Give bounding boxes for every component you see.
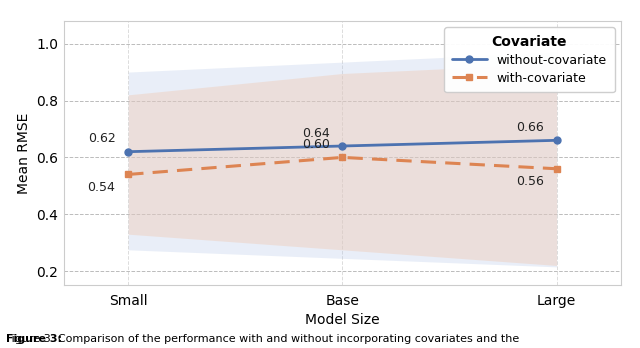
Y-axis label: Mean RMSE: Mean RMSE [17, 112, 31, 194]
Line: with-covariate: with-covariate [125, 154, 560, 178]
Text: 0.66: 0.66 [516, 121, 544, 134]
Text: 0.56: 0.56 [516, 175, 544, 188]
Text: 0.60: 0.60 [301, 138, 330, 151]
Line: without-covariate: without-covariate [125, 137, 560, 155]
Text: 0.54: 0.54 [88, 181, 115, 194]
Text: 0.62: 0.62 [88, 133, 115, 145]
X-axis label: Model Size: Model Size [305, 313, 380, 327]
without-covariate [553, 138, 561, 142]
Text: Figure 3:: Figure 3: [6, 334, 63, 344]
Legend: without-covariate, with-covariate: without-covariate, with-covariate [444, 27, 614, 92]
without-covariate [339, 144, 346, 148]
Text: 0.64: 0.64 [302, 127, 330, 140]
with-covariate [553, 167, 561, 171]
Text: Figure 3: Comparison of the performance with and without incorporating covariate: Figure 3: Comparison of the performance … [6, 334, 520, 344]
with-covariate [124, 172, 132, 176]
with-covariate [339, 155, 346, 159]
without-covariate [124, 150, 132, 154]
